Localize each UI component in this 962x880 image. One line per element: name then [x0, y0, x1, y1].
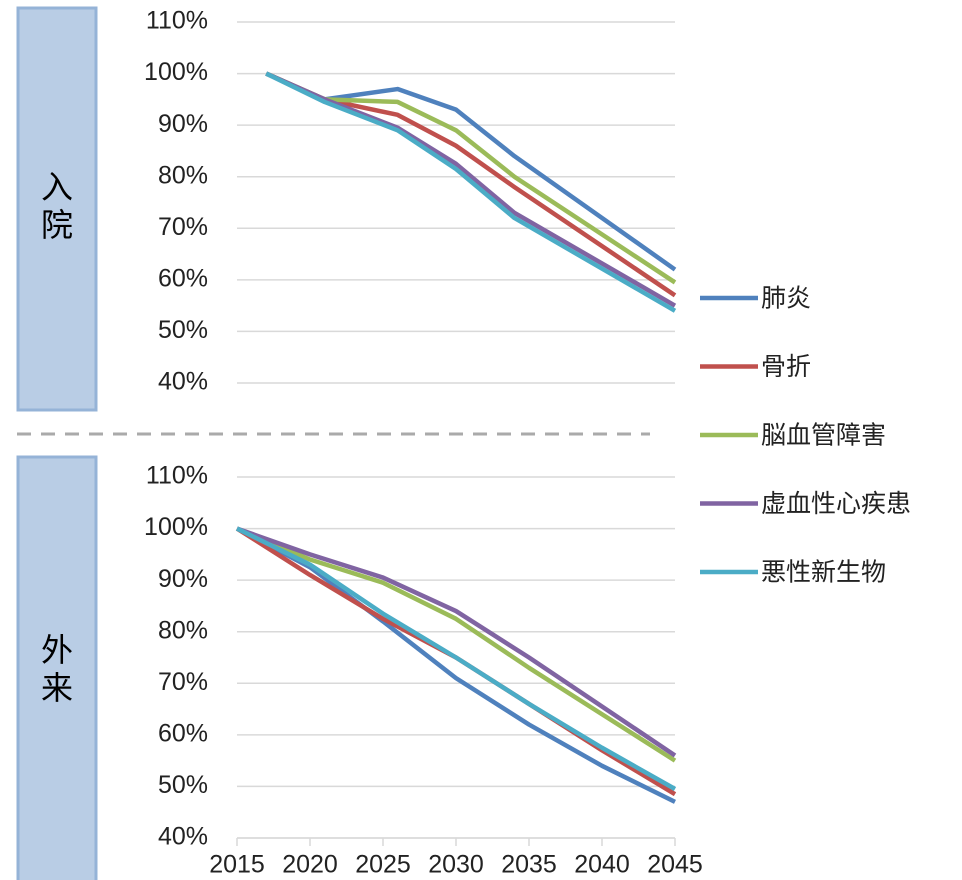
x-tick-label: 2025: [355, 851, 411, 879]
series-line: [265, 71, 677, 313]
series-line: [265, 71, 677, 308]
legend-label: 脳血管障害: [761, 422, 886, 450]
y-tick-label: 100%: [144, 58, 208, 86]
panel-label: 外来: [41, 632, 73, 706]
legend-label: 骨折: [761, 353, 811, 381]
x-tick-label: 2045: [647, 851, 703, 879]
series-line: [265, 71, 677, 298]
y-tick-label: 90%: [158, 110, 208, 138]
legend-label: 悪性新生物: [761, 559, 886, 587]
y-tick-label: 60%: [158, 719, 208, 747]
side-panel: [16, 6, 98, 412]
x-tick-label: 2035: [501, 851, 557, 879]
x-tick-label: 2030: [428, 851, 484, 879]
panel-label: 入院: [41, 169, 73, 243]
x-tick-label: 2040: [574, 851, 630, 879]
y-tick-label: 70%: [158, 213, 208, 241]
x-tick-label: 2020: [282, 851, 338, 879]
series-line: [236, 526, 677, 791]
y-tick-label: 50%: [158, 316, 208, 344]
y-tick-label: 100%: [144, 513, 208, 541]
y-tick-label: 110%: [146, 7, 208, 35]
y-tick-label: 110%: [146, 462, 208, 490]
y-tick-label: 50%: [158, 771, 208, 799]
y-tick-label: 40%: [158, 368, 208, 396]
series-line: [236, 526, 677, 758]
x-tick-label: 2015: [209, 851, 265, 879]
legend-label: 虚血性心疾患: [761, 490, 911, 518]
y-tick-label: 80%: [158, 616, 208, 644]
legend-label: 肺炎: [761, 285, 811, 313]
y-tick-label: 40%: [158, 823, 208, 851]
y-tick-label: 60%: [158, 264, 208, 292]
y-tick-label: 90%: [158, 565, 208, 593]
series-line: [236, 526, 677, 763]
y-tick-label: 80%: [158, 161, 208, 189]
y-tick-label: 70%: [158, 668, 208, 696]
side-panel: [16, 455, 98, 880]
